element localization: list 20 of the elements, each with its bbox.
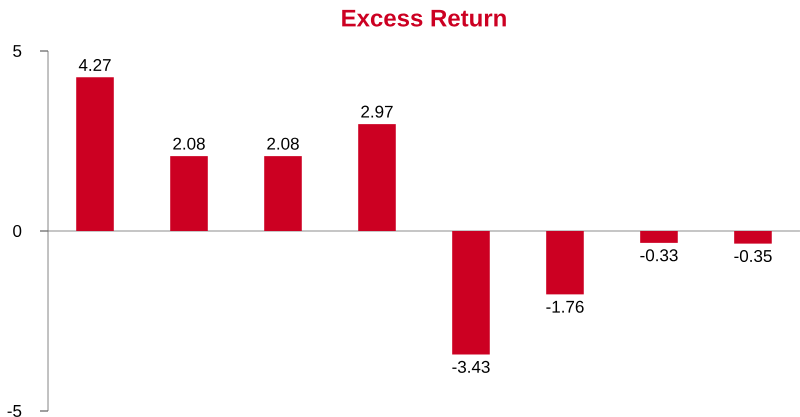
bar	[452, 230, 490, 354]
y-tick-label: -5	[8, 405, 22, 417]
bar	[264, 156, 302, 231]
data-label: -3.43	[452, 360, 490, 373]
data-label: 2.08	[173, 138, 205, 150]
y-tick-label: 0	[13, 224, 22, 238]
bar	[640, 230, 678, 243]
bar	[734, 230, 772, 244]
bar	[358, 124, 396, 231]
data-label: 2.08	[267, 138, 299, 150]
data-label: -0.33	[640, 249, 678, 262]
bar	[170, 156, 208, 231]
y-tick-label: 5	[13, 45, 22, 57]
data-label: 4.27	[78, 59, 111, 71]
data-label: -0.35	[734, 250, 772, 262]
data-label: -1.76	[546, 300, 584, 313]
data-label: 2.97	[361, 106, 393, 118]
bar	[546, 230, 584, 294]
chart-title: Excess Return	[342, 10, 506, 27]
bar	[76, 77, 114, 231]
